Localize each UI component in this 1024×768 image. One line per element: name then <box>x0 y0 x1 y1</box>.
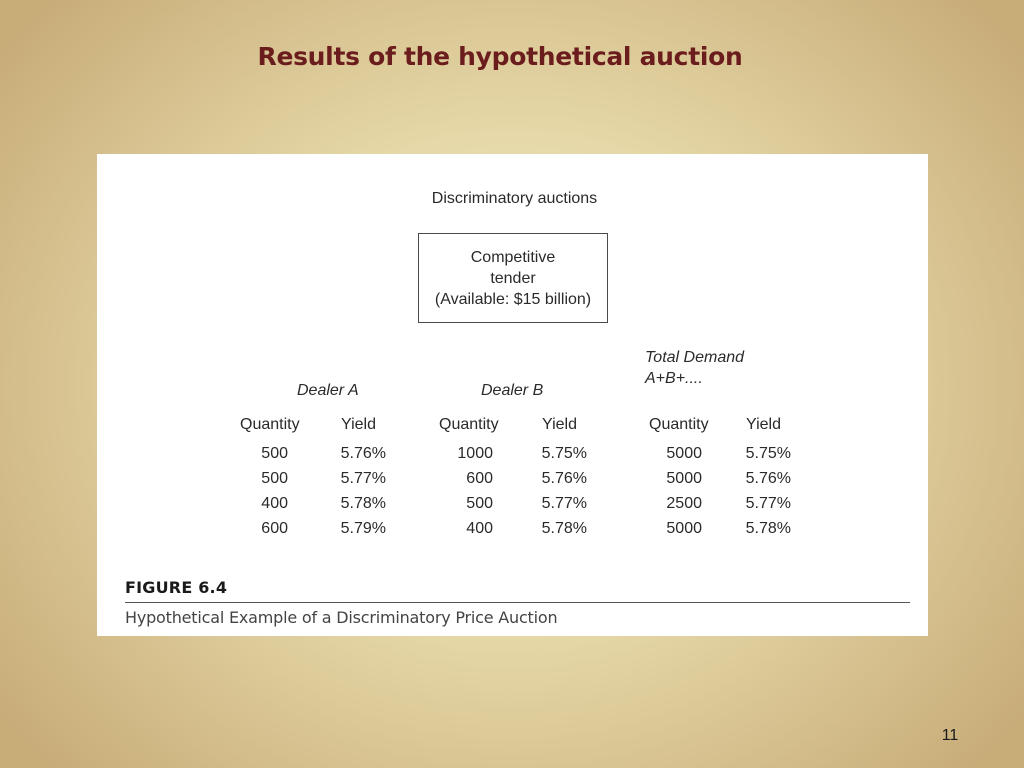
figure-panel: Discriminatory auctions Competitive tend… <box>97 154 928 636</box>
dealer-a-row-3-quantity: 400 <box>261 495 288 512</box>
dealer-a-title: Dealer A <box>297 382 359 399</box>
dealer-a-yield-header: Yield <box>341 416 376 433</box>
competitive-tender-box: Competitive tender (Available: $15 billi… <box>418 233 608 323</box>
dealer-b-yield-header: Yield <box>542 416 577 433</box>
dealer-b-row-2-yield: 5.76% <box>541 470 587 487</box>
dealer-b-quantity-header: Quantity <box>439 416 499 433</box>
total-row-4-quantity: 5000 <box>666 520 702 537</box>
total-quantity-header: Quantity <box>649 416 709 433</box>
dealer-b-row-4-quantity: 400 <box>466 520 493 537</box>
total-row-1-quantity: 5000 <box>666 445 702 462</box>
dealer-a-row-2-quantity: 500 <box>261 470 288 487</box>
dealer-a-row-1-quantity: 500 <box>261 445 288 462</box>
total-demand-title: Total Demand <box>645 349 745 366</box>
total-row-2-yield: 5.76% <box>745 470 791 487</box>
tender-box-line-2: tender <box>490 269 536 287</box>
dealer-b-row-3-quantity: 500 <box>466 495 493 512</box>
dealer-a-quantity-header: Quantity <box>240 416 300 433</box>
dealer-a-row-3-yield: 5.78% <box>340 495 386 512</box>
dealer-a-row-4-yield: 5.79% <box>340 520 386 537</box>
dealer-b-row-3-yield: 5.77% <box>541 495 587 512</box>
page-number: 11 <box>941 727 959 744</box>
diagram-heading: Discriminatory auctions <box>431 190 598 207</box>
dealer-a-row-4-quantity: 600 <box>261 520 288 537</box>
dealer-b-title: Dealer B <box>481 382 544 399</box>
dealer-b-row-1-yield: 5.75% <box>541 445 587 462</box>
total-row-1-yield: 5.75% <box>745 445 791 462</box>
tender-box-line-3: (Available: $15 billion) <box>434 290 592 308</box>
dealer-a-row-2-yield: 5.77% <box>340 470 386 487</box>
total-yield-header: Yield <box>746 416 781 433</box>
figure-label: FIGURE 6.4 <box>125 578 228 597</box>
tender-box-line-1: Competitive <box>470 248 556 266</box>
total-row-4-yield: 5.78% <box>745 520 791 537</box>
total-demand-subtitle: A+B+.... <box>645 370 703 387</box>
dealer-b-row-2-quantity: 600 <box>466 470 493 487</box>
total-row-3-quantity: 2500 <box>666 495 702 512</box>
dealer-a-row-1-yield: 5.76% <box>340 445 386 462</box>
total-row-3-yield: 5.77% <box>745 495 791 512</box>
caption-divider <box>125 602 910 603</box>
figure-caption: Hypothetical Example of a Discriminatory… <box>125 608 558 627</box>
dealer-b-row-1-quantity: 1000 <box>457 445 493 462</box>
total-row-2-quantity: 5000 <box>666 470 702 487</box>
dealer-b-row-4-yield: 5.78% <box>541 520 587 537</box>
slide-title: Results of the hypothetical auction <box>257 42 743 71</box>
